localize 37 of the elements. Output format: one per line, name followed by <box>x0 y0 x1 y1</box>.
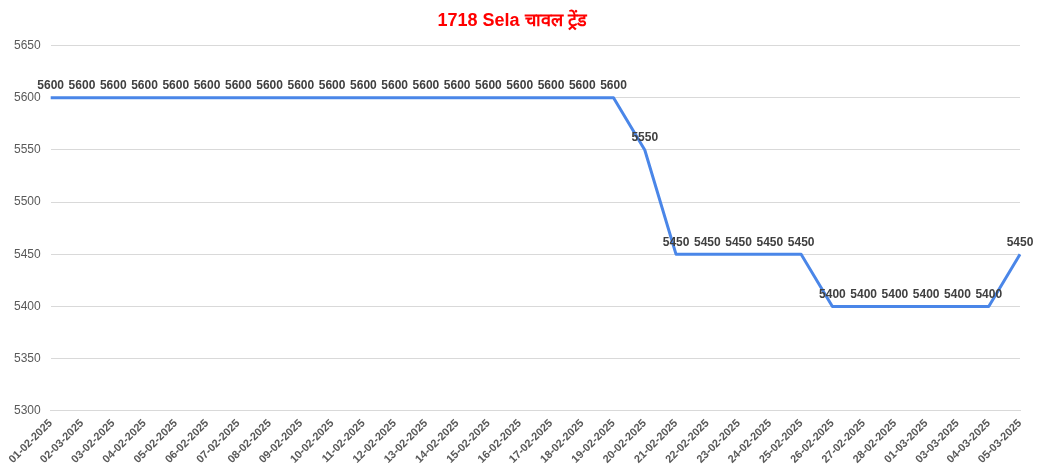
data-label: 5600 <box>568 78 596 93</box>
data-label: 5600 <box>224 78 252 93</box>
data-label: 5600 <box>600 78 628 93</box>
data-label: 5450 <box>1006 234 1034 249</box>
y-tick-label: 5350 <box>13 351 42 366</box>
data-label: 5600 <box>506 78 534 93</box>
data-label: 5600 <box>256 78 284 93</box>
data-label: 5450 <box>756 234 784 249</box>
data-label: 5600 <box>443 78 471 93</box>
data-label: 5600 <box>68 78 96 93</box>
y-tick-label: 5400 <box>13 298 42 313</box>
y-tick-label: 5650 <box>13 37 42 52</box>
data-label: 5600 <box>131 78 159 93</box>
data-label: 5400 <box>944 286 972 301</box>
y-tick-label: 5550 <box>13 142 42 157</box>
y-tick-label: 5300 <box>13 403 42 418</box>
data-label: 5600 <box>37 78 65 93</box>
data-label: 5400 <box>912 286 940 301</box>
data-label: 5600 <box>412 78 440 93</box>
data-label: 5450 <box>693 234 721 249</box>
data-label: 5600 <box>475 78 503 93</box>
y-tick-label: 5450 <box>13 246 42 261</box>
data-label: 5600 <box>381 78 409 93</box>
data-label: 5450 <box>725 234 753 249</box>
chart-title: 1718 Sela चावल ट्रेंड <box>437 8 588 31</box>
y-tick-label: 5500 <box>13 194 42 209</box>
data-label: 5400 <box>881 286 909 301</box>
data-label: 5400 <box>850 286 878 301</box>
data-label: 5600 <box>287 78 315 93</box>
y-tick-label: 5600 <box>13 90 42 105</box>
data-label: 5600 <box>537 78 565 93</box>
data-label: 5600 <box>99 78 127 93</box>
data-label: 5600 <box>350 78 378 93</box>
data-label: 5600 <box>193 78 221 93</box>
data-label: 5600 <box>318 78 346 93</box>
data-label: 5450 <box>787 234 815 249</box>
data-label: 5600 <box>162 78 190 93</box>
